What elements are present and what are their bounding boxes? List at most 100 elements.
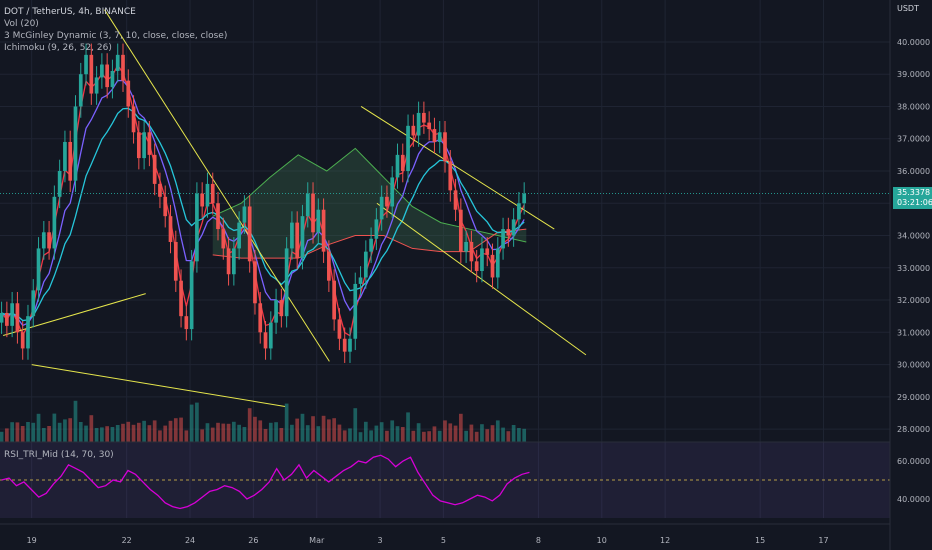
candle-body <box>522 193 527 204</box>
candle-body <box>501 229 505 249</box>
candle-body <box>0 312 4 323</box>
candlestick-series <box>0 43 527 363</box>
candle-body <box>511 219 516 236</box>
candle-body <box>480 248 484 272</box>
volume-bar <box>353 408 358 442</box>
candle-body <box>221 229 226 249</box>
volume-bar <box>448 423 453 442</box>
volume-bar <box>147 425 152 442</box>
x-tick-label: 17 <box>818 536 828 545</box>
candle-body <box>84 54 88 75</box>
candle-body <box>242 206 247 223</box>
candle-body <box>232 248 236 275</box>
candle-body <box>179 280 183 317</box>
ichimoku-label[interactable]: Ichimoku (9, 26, 52, 26) <box>4 43 112 53</box>
mcginley-label[interactable]: 3 McGinley Dynamic (3, 7, 10, close, clo… <box>4 31 228 41</box>
volume-bar <box>422 431 426 442</box>
candle-body <box>353 283 358 339</box>
candle-body <box>517 203 521 220</box>
candle-body <box>290 222 294 249</box>
x-tick-label: 8 <box>536 536 541 545</box>
volume-bar <box>443 420 447 442</box>
volume-bar <box>522 428 527 442</box>
symbol-title[interactable]: DOT / TetherUS, 4h, BINANCE <box>4 7 136 17</box>
candle-body <box>36 248 41 291</box>
candle-body <box>89 54 94 94</box>
volume-bar <box>284 403 289 442</box>
volume-bar <box>268 422 273 442</box>
y-tick-label: 30.0000 <box>897 361 930 370</box>
volume-bar <box>453 425 458 442</box>
candle-body <box>100 64 104 78</box>
volume-bar <box>437 430 442 442</box>
candle-body <box>110 70 115 88</box>
candle-body <box>374 219 379 239</box>
volume-bar <box>485 429 490 442</box>
volume-bar <box>136 422 141 442</box>
candle-body <box>490 254 495 278</box>
candle-body <box>474 261 479 272</box>
volume-bar <box>247 408 252 442</box>
volume-bar <box>416 423 421 442</box>
indicator-lines <box>0 63 890 337</box>
volume-bar <box>290 424 294 442</box>
rsi-label[interactable]: RSI_TRI_Mid (14, 70, 30) <box>4 450 114 460</box>
trend-line <box>376 202 587 356</box>
candle-body <box>327 251 331 281</box>
candle-body <box>305 193 310 217</box>
candle-body <box>47 232 51 249</box>
volume-bar <box>36 413 41 442</box>
candle-body <box>63 141 67 171</box>
vol-label[interactable]: Vol (20) <box>4 19 39 29</box>
candle-body <box>316 209 321 233</box>
candle-body <box>105 64 110 88</box>
volume-bar <box>184 430 189 442</box>
x-tick-label: 10 <box>597 536 607 545</box>
volume-bar <box>78 422 83 442</box>
last-price-badge: 35.3378 03:21:06 <box>893 187 932 209</box>
trend-line <box>360 106 555 230</box>
candle-body <box>342 338 347 352</box>
x-tick-label: 5 <box>441 536 446 545</box>
candle-body <box>168 216 173 242</box>
candle-body <box>237 222 241 249</box>
volume-bar <box>131 424 136 442</box>
candle-body <box>184 316 189 330</box>
currency-label[interactable]: USDT <box>897 4 919 13</box>
volume-bar <box>115 425 120 442</box>
volume-bar <box>163 425 168 442</box>
volume-bar <box>221 423 226 442</box>
y-tick-label: 38.0000 <box>897 102 930 111</box>
candle-body <box>142 132 146 159</box>
volume-bar <box>390 420 395 442</box>
candle-body <box>295 222 300 259</box>
volume-bar <box>464 430 468 442</box>
candle-body <box>443 132 447 162</box>
candle-body <box>337 319 342 339</box>
candle-body <box>300 216 305 259</box>
volume-bar <box>5 428 9 442</box>
candle-body <box>253 261 257 304</box>
candle-body <box>31 290 36 317</box>
volume-bar <box>506 431 511 442</box>
x-tick-label: 26 <box>248 536 258 545</box>
candle-body <box>358 277 363 284</box>
volume-bar <box>242 427 247 442</box>
volume-bar <box>152 420 157 442</box>
volume-bar <box>179 417 183 442</box>
indicator-legend: DOT / TetherUS, 4h, BINANCE Vol (20) 3 M… <box>4 6 227 54</box>
volume-bar <box>210 427 215 442</box>
volume-bar <box>15 422 20 442</box>
candle-body <box>279 300 284 317</box>
volume-bar <box>263 429 268 442</box>
x-tick-label: 24 <box>185 536 195 545</box>
volume-bar <box>501 427 505 442</box>
candle-body <box>458 209 463 252</box>
candle-body <box>469 241 474 262</box>
volume-bar <box>94 428 99 442</box>
candle-body <box>464 241 468 252</box>
volume-bar <box>158 430 162 442</box>
x-tick-label: 19 <box>27 536 37 545</box>
candle-body <box>385 196 389 207</box>
